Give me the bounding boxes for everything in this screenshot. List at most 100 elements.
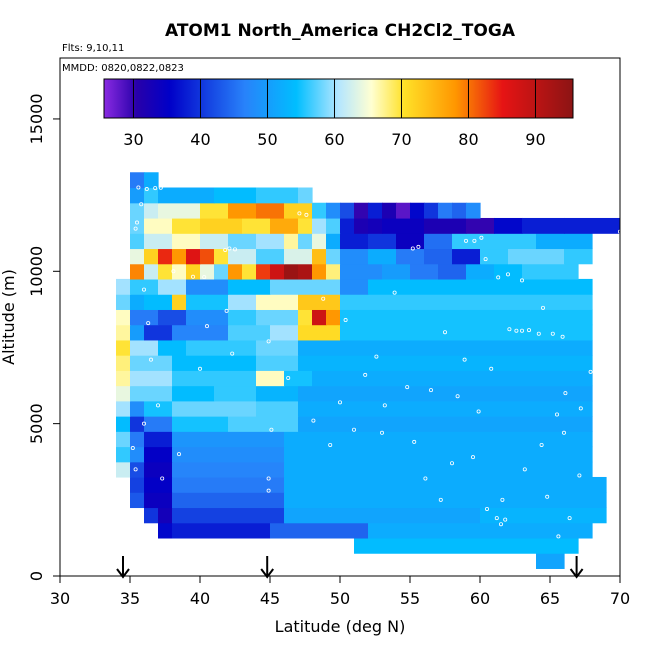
sample-point [337, 400, 342, 405]
heatmap-cell [186, 263, 201, 280]
heatmap-cell [368, 217, 383, 234]
sample-point [204, 324, 209, 329]
heatmap-cell [144, 217, 173, 234]
sample-points [130, 185, 620, 548]
sample-point [588, 369, 593, 374]
heatmap-cell [494, 217, 523, 234]
x-tick-label: 55 [400, 589, 420, 608]
sample-point [224, 308, 229, 313]
sample-point [472, 238, 477, 243]
heatmap-cell [298, 233, 313, 250]
colorbar-tick-label: 80 [458, 130, 478, 149]
heatmap-cell [116, 355, 131, 371]
heatmap-cell [284, 233, 299, 250]
heatmap-cell [298, 339, 593, 356]
heatmap-cell [228, 278, 271, 295]
heatmap-cell [256, 309, 299, 326]
heatmap-cell [284, 431, 593, 448]
sample-point [343, 318, 348, 323]
heatmap-cell [158, 248, 173, 265]
heatmap-cell [284, 263, 299, 280]
sample-point [503, 517, 508, 522]
heatmap-cell [256, 400, 299, 417]
heatmap-cell [158, 339, 187, 356]
heatmap-cell [116, 461, 131, 478]
sample-point [286, 375, 291, 380]
heatmap-cell [410, 202, 425, 219]
sample-point [484, 506, 489, 511]
heatmap-cell [172, 446, 285, 463]
sample-point [363, 372, 368, 377]
heatmap-cell [130, 309, 159, 326]
heatmap-cell [172, 431, 285, 448]
heatmap-cell [256, 233, 285, 250]
heatmap-cell [438, 202, 453, 219]
heatmap-cell [382, 202, 397, 219]
flights-label: Flts: 9,10,11 [62, 43, 124, 54]
heatmap-cell [522, 217, 565, 234]
sample-point [227, 246, 232, 251]
heatmap-cell [228, 324, 271, 341]
sample-point [613, 238, 618, 243]
heatmap-cell [186, 278, 229, 295]
heatmap-cell [326, 309, 341, 326]
sample-point [141, 421, 146, 426]
heatmap-cell [284, 248, 313, 265]
heatmap-cell [452, 248, 481, 265]
heatmap-cell [256, 339, 299, 356]
sample-point [328, 442, 333, 447]
heatmap-cell [298, 324, 341, 341]
heatmap-cell [480, 248, 509, 265]
heatmap-cell [284, 507, 481, 524]
sample-point [171, 269, 176, 274]
heatmap-cell [186, 309, 229, 326]
heatmap-cell [130, 492, 145, 509]
heatmap-cell [396, 202, 411, 219]
heatmap-cell [172, 233, 201, 250]
sample-point [577, 473, 582, 478]
heatmap-cell [396, 233, 425, 250]
sample-point [500, 497, 505, 502]
heatmap-cell [466, 263, 495, 280]
heatmap-cell [130, 263, 145, 280]
heatmap-cell [130, 416, 145, 432]
heatmap-cell [326, 248, 341, 265]
heatmap-cell [494, 263, 523, 280]
heatmap-cells [116, 172, 620, 569]
heatmap-cell [242, 217, 271, 234]
heatmap-cell [144, 492, 173, 509]
heatmap-cell [354, 202, 369, 219]
heatmap-cell [368, 202, 383, 219]
heatmap-cell [340, 233, 369, 250]
heatmap-cell [228, 294, 257, 310]
heatmap-cell [116, 431, 131, 448]
heatmap-cell [214, 248, 229, 265]
heatmap-cell [172, 400, 257, 417]
heatmap-cell [256, 385, 299, 402]
heatmap-cell [256, 355, 299, 371]
heatmap-cell [298, 416, 593, 432]
sample-point [190, 274, 195, 279]
heatmap-cell [158, 278, 187, 295]
heatmap-cell [186, 294, 229, 310]
heatmap-cell [144, 248, 159, 265]
heatmap-cell [298, 355, 593, 371]
heatmap-cell [326, 263, 341, 280]
sample-point [560, 334, 565, 339]
heatmap-cell [130, 476, 145, 493]
sample-point [562, 430, 567, 435]
heatmap-cell [284, 476, 607, 493]
heatmap-cell [312, 370, 593, 387]
heatmap-cell [298, 294, 341, 310]
sample-point [148, 357, 153, 362]
heatmap-cell [172, 294, 187, 310]
heatmap-cell [130, 431, 145, 448]
heatmap-cell [214, 385, 257, 402]
colorbar-tick-label: 60 [324, 130, 344, 149]
sample-point [583, 543, 588, 548]
sample-point [550, 331, 555, 336]
sample-point [351, 427, 356, 432]
heatmap-cell [312, 217, 327, 234]
sample-point [412, 439, 417, 444]
sample-point [483, 257, 488, 262]
